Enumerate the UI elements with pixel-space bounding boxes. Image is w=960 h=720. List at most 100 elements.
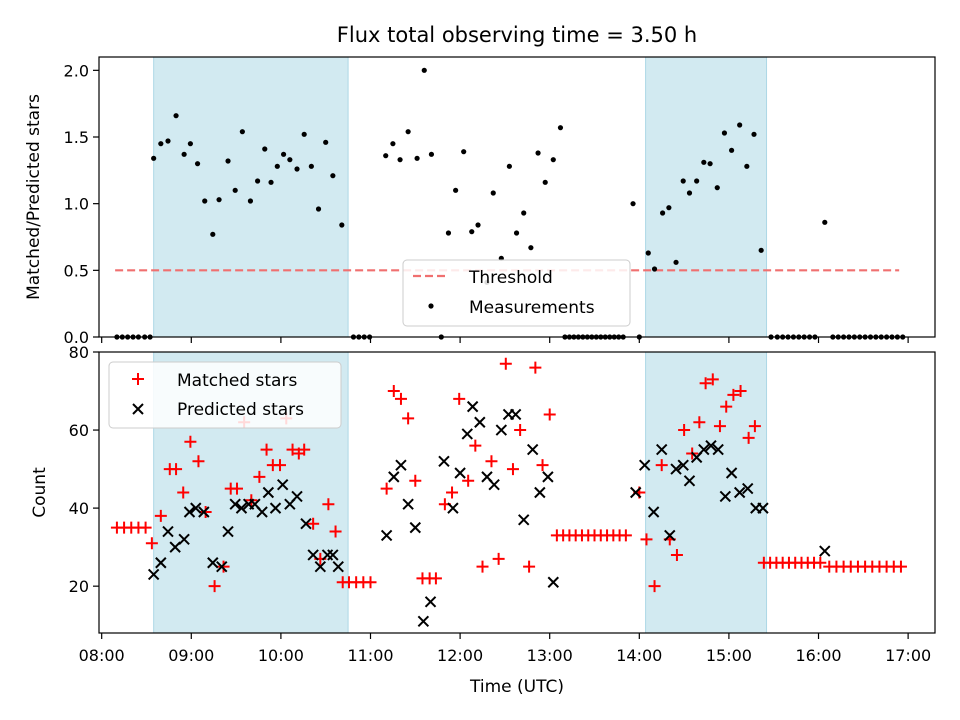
shaded-interval-1 xyxy=(645,56,768,338)
measurement-point xyxy=(737,122,743,128)
measurement-point xyxy=(822,219,828,225)
predicted-star-marker xyxy=(395,459,407,471)
measurement-point xyxy=(202,198,208,204)
matched-star-marker xyxy=(273,459,286,472)
matched-star-marker xyxy=(253,470,266,483)
measurement-point xyxy=(445,230,452,236)
measurement-point xyxy=(397,157,403,163)
matched-star-marker xyxy=(139,521,152,534)
predicted-star-marker xyxy=(466,400,479,413)
bottom-panel: 20 40 60 80 08:00 09:00 10:00 11:00 12:00 13:00 1… xyxy=(30,343,936,697)
predicted-star-marker xyxy=(647,506,660,518)
predicted-star-marker xyxy=(495,424,508,436)
matched-star-marker xyxy=(154,509,167,522)
matched-star-marker xyxy=(177,486,190,499)
chart-title: Flux total observing time = 3.50 h xyxy=(337,23,697,47)
measurement-point xyxy=(721,130,728,136)
legend-matched-swatch xyxy=(132,373,144,385)
predicted-star-marker xyxy=(474,416,486,428)
matched-star-marker xyxy=(640,533,653,546)
measurement-point xyxy=(414,155,420,161)
measurement-point xyxy=(701,159,707,165)
measurement-point xyxy=(475,222,481,228)
measurement-point xyxy=(294,166,300,172)
matched-star-marker xyxy=(476,560,489,573)
matched-star-marker xyxy=(462,474,475,487)
predicted-star-marker xyxy=(269,502,282,514)
top-legend: Threshold Measurements xyxy=(402,259,631,327)
matched-star-marker xyxy=(380,482,393,495)
matched-star-marker xyxy=(713,420,726,433)
measurement-point xyxy=(268,179,274,185)
predicted-star-marker xyxy=(509,408,522,421)
matched-star-marker xyxy=(184,435,197,448)
matched-star-marker xyxy=(727,388,740,401)
x-tick-label: 15:00 xyxy=(706,646,752,665)
measurement-point xyxy=(315,206,322,212)
predicted-star-marker xyxy=(207,557,219,569)
matched-star-marker xyxy=(648,580,661,593)
measurement-point xyxy=(287,157,293,163)
predicted-star-marker xyxy=(461,428,473,440)
predicted-star-marker xyxy=(222,525,234,538)
y-tick-label: 60 xyxy=(69,421,89,440)
matched-star-marker xyxy=(655,459,668,472)
measurement-point xyxy=(758,247,764,253)
top-legend-box xyxy=(402,259,631,327)
measurement-point xyxy=(216,197,222,203)
bottom-x-ticks: 08:00 09:00 10:00 11:00 12:00 13:00 14:00 15:00… xyxy=(79,633,931,665)
predicted-star-marker xyxy=(526,443,539,456)
matched-star-marker xyxy=(894,560,907,573)
predicted-star-marker xyxy=(670,463,682,475)
predicted-star-marker xyxy=(719,490,732,503)
y-tick-label: 0.0 xyxy=(64,328,89,347)
predicted-star-marker xyxy=(216,560,228,573)
x-tick-label: 13:00 xyxy=(527,646,573,665)
measurement-point xyxy=(542,179,548,185)
bottom-y-axis-label: Count xyxy=(30,467,50,518)
predicted-star-marker xyxy=(518,514,530,526)
predicted-star-marker xyxy=(547,576,559,588)
bottom-legend: Matched stars Predicted stars xyxy=(108,361,342,429)
predicted-star-marker xyxy=(417,615,430,627)
x-tick-label: 14:00 xyxy=(616,646,662,665)
measurement-point xyxy=(280,151,287,157)
matched-star-marker xyxy=(322,498,335,511)
predicted-star-marker xyxy=(183,506,196,518)
measurement-point xyxy=(666,205,672,211)
legend-threshold-label: Threshold xyxy=(468,268,553,288)
measurement-point xyxy=(301,131,307,137)
matched-star-marker xyxy=(499,357,512,370)
matched-star-marker xyxy=(145,537,158,550)
matched-star-marker xyxy=(192,455,205,468)
measurement-point xyxy=(707,161,713,167)
x-tick-label: 17:00 xyxy=(885,646,931,665)
measurement-point xyxy=(751,131,757,137)
y-tick-label: 1.0 xyxy=(64,195,89,214)
matched-star-marker xyxy=(402,412,415,425)
measurement-point xyxy=(521,210,527,216)
measurement-point xyxy=(262,146,268,152)
measurement-point xyxy=(673,259,679,265)
predicted-star-marker xyxy=(178,533,190,546)
measurement-point xyxy=(729,147,735,153)
x-tick-label: 11:00 xyxy=(347,646,393,665)
matched-star-marker xyxy=(720,400,733,413)
predicted-star-marker xyxy=(162,525,174,538)
bottom-legend-box xyxy=(108,361,342,429)
predicted-star-marker xyxy=(733,486,746,499)
matched-star-marker xyxy=(298,443,311,456)
measurement-point xyxy=(165,138,171,144)
predicted-star-marker xyxy=(638,459,651,471)
matched-star-marker xyxy=(543,408,556,421)
measurement-point xyxy=(225,158,231,164)
shaded-interval-1 xyxy=(645,351,768,634)
measurement-point xyxy=(210,231,216,237)
matched-star-markers xyxy=(110,357,907,593)
predicted-star-marker xyxy=(307,549,319,561)
matched-star-marker xyxy=(693,416,706,429)
matched-star-marker xyxy=(742,431,755,444)
matched-star-marker xyxy=(523,560,536,573)
predicted-star-marker xyxy=(438,455,450,467)
